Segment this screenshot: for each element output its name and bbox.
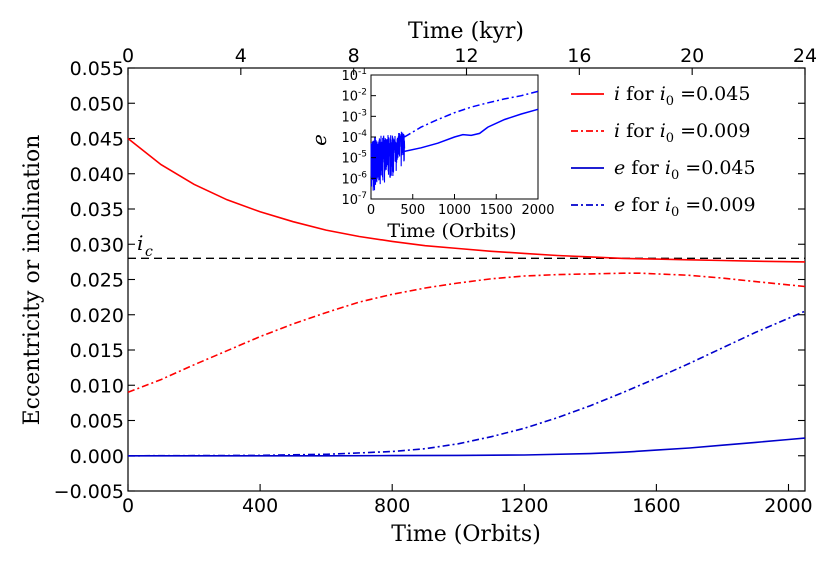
main-axis-ticks: 0 400 800 1200 1600 2000−0.0050.0000.0050.010…: [54, 45, 817, 517]
y-tick-label: 0.000: [70, 446, 124, 468]
legend-entry-3: e for i0 =0.009: [614, 194, 756, 220]
top-tick-label: 0: [122, 45, 134, 67]
legend-entry-1: i for i0 =0.009: [614, 120, 750, 146]
x-tick-label: 400: [242, 495, 278, 517]
inset-y-tick-label: 10-3: [341, 108, 367, 125]
y-tick-label: 0.045: [70, 129, 124, 151]
x-tick-label: 800: [374, 495, 410, 517]
top-axis-label: Time (kyr): [408, 19, 524, 44]
svg-text:c: c: [145, 244, 153, 260]
ic-reference-label: i c: [137, 231, 153, 260]
y-tick-label: 0.025: [70, 270, 124, 292]
y-tick-label: 0.010: [70, 375, 124, 397]
y-tick-label: 0.050: [70, 93, 124, 115]
inset-x-tick-label: 1000: [438, 203, 471, 218]
top-tick-label: 4: [235, 45, 247, 67]
inset-x-tick-label: 2000: [521, 203, 554, 218]
inset-x-axis-label: Time (Orbits): [387, 220, 516, 242]
inset-y-tick-label: 10-1: [341, 67, 367, 84]
top-tick-label: 8: [348, 45, 360, 67]
legend-entry-0: i for i0 =0.045: [614, 83, 750, 109]
inset-x-tick-label: 0: [367, 203, 375, 218]
y-tick-label: 0.030: [70, 234, 124, 256]
x-axis-label: Time (Orbits): [391, 522, 541, 547]
y-tick-label: 0.020: [70, 305, 124, 327]
y-tick-label: 0.035: [70, 199, 124, 221]
x-tick-label: 2000: [764, 495, 812, 517]
inset-axis-ticks: 0 500 1000 1500 2000 10-1 10-2 10-3 10-4 10-5 10-6…: [341, 67, 554, 218]
y-tick-label: 0.055: [70, 58, 124, 80]
inset-y-tick-label: 10-6: [341, 170, 367, 187]
inset-series-line-1: [404, 108, 539, 153]
y-tick-label: 0.040: [70, 164, 124, 186]
inset-y-tick-label: 10-5: [341, 150, 367, 167]
x-tick-label: 1600: [632, 495, 680, 517]
series-line-0: [127, 137, 806, 263]
top-tick-label: 16: [567, 45, 591, 67]
x-tick-label: 0: [122, 495, 134, 517]
series-line-3: [127, 310, 806, 457]
inset-y-tick-label: 10-2: [341, 88, 367, 105]
svg-text:i: i: [137, 231, 143, 255]
inset-noise-region: [370, 131, 406, 191]
inset-x-tick-label: 500: [400, 203, 425, 218]
top-tick-label: 12: [454, 45, 478, 67]
inset-series-line-0: [404, 90, 539, 138]
y-tick-label: 0.005: [70, 411, 124, 433]
series-line-2: [128, 437, 806, 457]
inset-x-tick-label: 1500: [480, 203, 513, 218]
y-tick-label: −0.005: [54, 481, 124, 503]
y-tick-label: 0.015: [70, 340, 124, 362]
x-tick-label: 1200: [500, 495, 548, 517]
inset-y-tick-label: 10-7: [341, 191, 367, 208]
inset-log-plot: 0 500 1000 1500 2000 10-1 10-2 10-3 10-4 10-5 10-6…: [307, 67, 555, 242]
legend-entry-2: e for i0 =0.045: [614, 157, 756, 183]
main-data-lines: [127, 137, 806, 457]
legend: i for i0 =0.045 i for i0 =0.009 e for i0 =…: [571, 83, 756, 220]
inset-y-axis-label: e: [307, 134, 331, 146]
y-axis-label: Eccentricity or inclination: [20, 135, 45, 426]
top-tick-label: 20: [680, 45, 704, 67]
series-line-1: [127, 272, 806, 394]
inset-y-tick-label: 10-4: [341, 129, 367, 146]
top-tick-label: 24: [793, 45, 817, 67]
inset-data-lines: [370, 90, 539, 191]
